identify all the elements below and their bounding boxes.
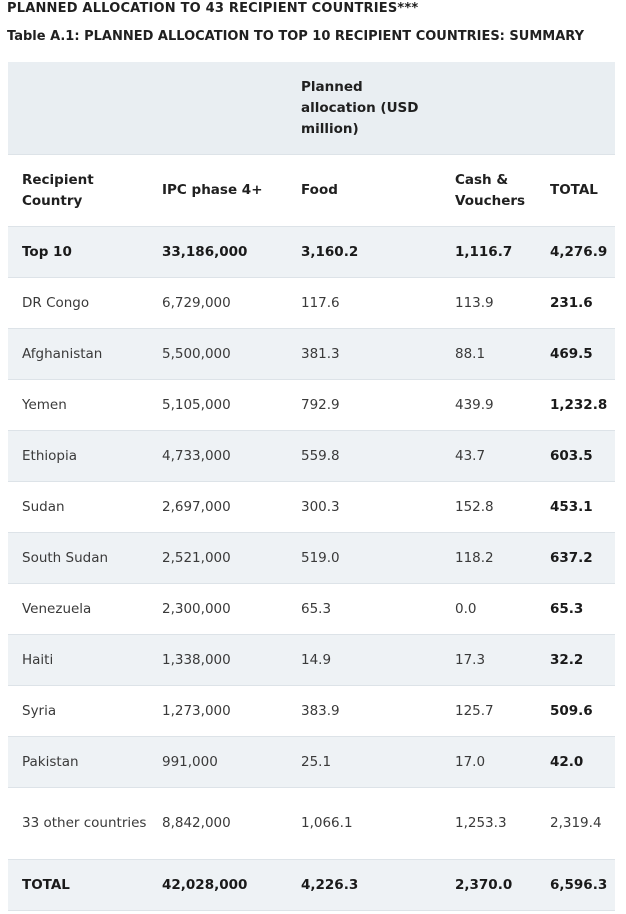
total-cell: 2,319.4	[536, 787, 615, 860]
page-heading: PLANNED ALLOCATION TO 43 RECIPIENT COUNT…	[7, 1, 419, 16]
country-cell: Haiti	[8, 634, 148, 686]
total-cell: 32.2	[536, 634, 615, 686]
country-cell: Sudan	[8, 481, 148, 533]
country-cell: Syria	[8, 685, 148, 737]
table-body: Top 10 33,186,000 3,160.2 1,116.7 4,276.9 DR …	[8, 226, 615, 911]
ipc-cell: 2,300,000	[148, 583, 287, 635]
country-cell: Top 10	[8, 226, 148, 278]
allocation-table: Planned allocation (USD million) Recipie…	[8, 62, 615, 911]
total-cell: 637.2	[536, 532, 615, 584]
cash-cell: 17.0	[441, 736, 536, 788]
header-empty-cell	[441, 62, 536, 155]
food-cell: 1,066.1	[287, 787, 441, 860]
ipc-cell: 2,697,000	[148, 481, 287, 533]
table-row: Haiti 1,338,000 14.9 17.3 32.2	[8, 634, 615, 686]
ipc-cell: 2,521,000	[148, 532, 287, 584]
column-header-row: Recipient Country IPC phase 4+ Food Cash…	[8, 154, 615, 227]
food-cell: 65.3	[287, 583, 441, 635]
header-empty-cell	[8, 62, 148, 155]
ipc-cell: 6,729,000	[148, 277, 287, 329]
ipc-cell: 4,733,000	[148, 430, 287, 482]
column-header-cash: Cash & Vouchers	[441, 154, 536, 227]
total-cell: 65.3	[536, 583, 615, 635]
total-cell: 1,232.8	[536, 379, 615, 431]
cash-cell: 439.9	[441, 379, 536, 431]
country-cell: 33 other countries	[8, 787, 148, 860]
ipc-cell: 5,105,000	[148, 379, 287, 431]
food-cell: 117.6	[287, 277, 441, 329]
table-row: Sudan 2,697,000 300.3 152.8 453.1	[8, 481, 615, 533]
cash-cell: 152.8	[441, 481, 536, 533]
total-cell: 469.5	[536, 328, 615, 380]
table-row: Top 10 33,186,000 3,160.2 1,116.7 4,276.9	[8, 226, 615, 278]
table-row: South Sudan 2,521,000 519.0 118.2 637.2	[8, 532, 615, 584]
food-cell: 4,226.3	[287, 859, 441, 911]
cash-cell: 113.9	[441, 277, 536, 329]
cash-cell: 88.1	[441, 328, 536, 380]
food-cell: 25.1	[287, 736, 441, 788]
cash-cell: 17.3	[441, 634, 536, 686]
food-cell: 381.3	[287, 328, 441, 380]
group-header-planned-allocation: Planned allocation (USD million)	[287, 62, 441, 155]
country-cell: Venezuela	[8, 583, 148, 635]
group-header-row: Planned allocation (USD million)	[8, 62, 615, 155]
food-cell: 519.0	[287, 532, 441, 584]
table-row: 33 other countries 8,842,000 1,066.1 1,253.…	[8, 787, 615, 860]
cash-cell: 1,116.7	[441, 226, 536, 278]
column-header-ipc: IPC phase 4+	[148, 154, 287, 227]
country-cell: Ethiopia	[8, 430, 148, 482]
column-header-country: Recipient Country	[8, 154, 148, 227]
country-cell: Afghanistan	[8, 328, 148, 380]
table-row: Ethiopia 4,733,000 559.8 43.7 603.5	[8, 430, 615, 482]
country-cell: Pakistan	[8, 736, 148, 788]
table-row: DR Congo 6,729,000 117.6 113.9 231.6	[8, 277, 615, 329]
cash-cell: 43.7	[441, 430, 536, 482]
total-cell: 603.5	[536, 430, 615, 482]
total-cell: 231.6	[536, 277, 615, 329]
table-row: TOTAL 42,028,000 4,226.3 2,370.0 6,596.3	[8, 859, 615, 911]
ipc-cell: 33,186,000	[148, 226, 287, 278]
food-cell: 300.3	[287, 481, 441, 533]
food-cell: 3,160.2	[287, 226, 441, 278]
table-row: Pakistan 991,000 25.1 17.0 42.0	[8, 736, 615, 788]
ipc-cell: 991,000	[148, 736, 287, 788]
food-cell: 792.9	[287, 379, 441, 431]
food-cell: 383.9	[287, 685, 441, 737]
food-cell: 559.8	[287, 430, 441, 482]
cash-cell: 1,253.3	[441, 787, 536, 860]
header-empty-cell	[148, 62, 287, 155]
total-cell: 4,276.9	[536, 226, 615, 278]
total-cell: 6,596.3	[536, 859, 615, 911]
ipc-cell: 8,842,000	[148, 787, 287, 860]
cash-cell: 2,370.0	[441, 859, 536, 911]
table-row: Syria 1,273,000 383.9 125.7 509.6	[8, 685, 615, 737]
table-row: Venezuela 2,300,000 65.3 0.0 65.3	[8, 583, 615, 635]
country-cell: DR Congo	[8, 277, 148, 329]
column-header-food: Food	[287, 154, 441, 227]
table-row: Afghanistan 5,500,000 381.3 88.1 469.5	[8, 328, 615, 380]
cash-cell: 0.0	[441, 583, 536, 635]
food-cell: 14.9	[287, 634, 441, 686]
total-cell: 453.1	[536, 481, 615, 533]
column-header-total: TOTAL	[536, 154, 615, 227]
country-cell: South Sudan	[8, 532, 148, 584]
cash-cell: 118.2	[441, 532, 536, 584]
cash-cell: 125.7	[441, 685, 536, 737]
table-caption: Table A.1: PLANNED ALLOCATION TO TOP 10 …	[7, 29, 584, 44]
country-cell: TOTAL	[8, 859, 148, 911]
total-cell: 42.0	[536, 736, 615, 788]
ipc-cell: 1,338,000	[148, 634, 287, 686]
table-row: Yemen 5,105,000 792.9 439.9 1,232.8	[8, 379, 615, 431]
header-empty-cell	[536, 62, 615, 155]
country-cell: Yemen	[8, 379, 148, 431]
ipc-cell: 1,273,000	[148, 685, 287, 737]
total-cell: 509.6	[536, 685, 615, 737]
ipc-cell: 42,028,000	[148, 859, 287, 911]
ipc-cell: 5,500,000	[148, 328, 287, 380]
